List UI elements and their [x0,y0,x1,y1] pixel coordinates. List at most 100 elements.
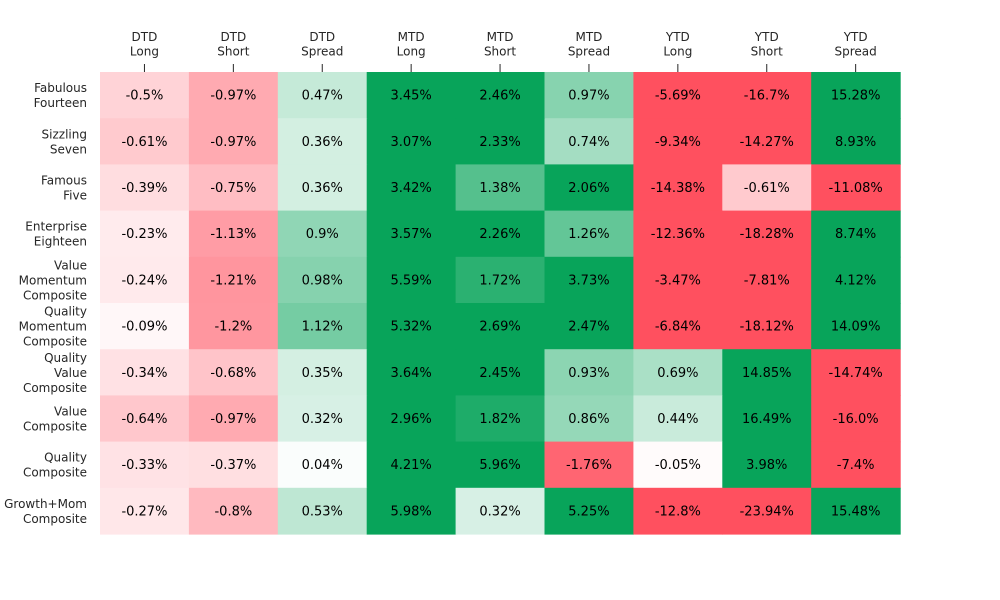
cell-value-label: 2.33% [479,135,520,150]
heatmap-cell [188,256,279,304]
cell-value-label: 2.06% [568,181,609,196]
heatmap-cell [277,256,368,304]
heatmap-cell [188,303,279,350]
heatmap-cell [277,118,368,165]
cell-value-label: 0.44% [657,412,698,427]
heatmap-cell [188,118,279,165]
heatmap-cell [633,395,723,443]
row-label: Enterprise Eighteen [25,220,87,249]
heatmap-cell [455,487,546,535]
cell-value-label: -0.09% [121,320,167,335]
heatmap-cell [455,210,546,258]
heatmap-cell [544,441,634,489]
heatmap-cell [722,118,812,165]
heatmap-cell [811,164,901,212]
heatmap-cell [633,164,723,212]
heatmap-cell [722,210,812,258]
heatmap-cell [633,210,723,258]
heatmap-cell [544,72,634,119]
heatmap-cell [544,395,634,443]
heatmap-cell [366,395,457,443]
cell-value-label: 0.32% [302,412,343,427]
cell-value-label: -3.47% [655,273,701,288]
cell-value-label: 0.98% [302,273,343,288]
heatmap-cell [544,210,634,258]
heatmap-cell [811,118,901,165]
cell-value-label: -0.24% [121,273,167,288]
heatmap-cell [722,487,812,535]
heatmap-cell [633,441,723,489]
heatmap-cell [100,441,190,489]
heatmap-cell [366,72,457,119]
cell-value-label: 2.69% [479,320,520,335]
cell-value-label: -0.97% [210,412,256,427]
cell-value-label: -5.69% [655,89,701,104]
heatmap-cell [633,72,723,119]
heatmap-cell [722,256,812,304]
cell-value-label: 2.96% [390,412,431,427]
cell-value-label: 5.98% [390,504,431,519]
heatmap-cell [544,487,634,535]
heatmap-cell [100,118,190,165]
heatmap-cell [188,395,279,443]
heatmap-cell [188,441,279,489]
column-label: DTD Short [217,30,249,59]
cell-value-label: 5.32% [390,320,431,335]
cell-value-label: 0.93% [568,366,609,381]
column-label: MTD Long [397,30,426,59]
heatmap-cell [455,349,546,396]
cell-value-label: 0.86% [568,412,609,427]
cell-value-label: -1.21% [210,273,256,288]
cell-value-label: -12.8% [655,504,701,519]
heatmap-cell [544,164,634,212]
heatmap-cell [544,256,634,304]
heatmap-cell [366,487,457,535]
heatmap-cell [277,303,368,350]
row-label: Quality Value Composite [23,351,87,395]
heatmap-cell [100,256,190,304]
cell-value-label: 3.07% [390,135,431,150]
heatmap-cell [811,303,901,350]
cell-value-label: -1.76% [566,458,612,473]
heatmap-cell [633,256,723,304]
heatmap-cell [811,395,901,443]
cell-value-label: 3.42% [390,181,431,196]
column-labels: DTD Long DTD Short DTD Spread MTD Long MTD Short M… [130,30,877,72]
heatmap-cell [277,210,368,258]
cell-value-label: 1.26% [568,227,609,242]
cell-value-label: -18.12% [740,320,794,335]
heatmap-cell [811,210,901,258]
row-label: Value Composite [23,405,87,434]
column-label: YTD Long [663,30,692,59]
heatmap-cell [811,72,901,119]
row-label: Quality Composite [23,451,87,480]
heatmap-cell [455,441,546,489]
cell-value-label: 5.59% [390,273,431,288]
cell-value-label: 15.28% [831,89,881,104]
row-label: Sizzling Seven [42,127,87,156]
cell-value-label: -1.2% [214,320,252,335]
heatmap-cell [366,349,457,396]
heatmap-cell [100,164,190,212]
column-label: DTD Spread [301,30,343,59]
heatmap-cell [100,349,190,396]
cell-value-label: -0.39% [121,181,167,196]
cell-value-label: -14.74% [829,366,883,381]
column-label: MTD Spread [568,30,610,59]
cell-value-label: -11.08% [829,181,883,196]
cell-value-label: -0.5% [126,89,164,104]
row-labels: Fabulous Fourteen Sizzling Seven Famous Five E… [4,81,87,526]
cell-value-label: -0.97% [210,89,256,104]
row-label: Value Momentum Composite [19,258,87,302]
heatmap-cell [100,303,190,350]
cell-value-label: -0.75% [210,181,256,196]
cell-value-label: 1.38% [479,181,520,196]
cell-value-label: 3.57% [390,227,431,242]
heatmap-cell [277,395,368,443]
heatmap-cell [722,395,812,443]
heatmap-cell [188,487,279,535]
cell-value-label: 0.04% [302,458,343,473]
cell-value-label: -16.0% [833,412,879,427]
cell-value-label: -0.37% [210,458,256,473]
cell-value-label: 0.53% [302,504,343,519]
